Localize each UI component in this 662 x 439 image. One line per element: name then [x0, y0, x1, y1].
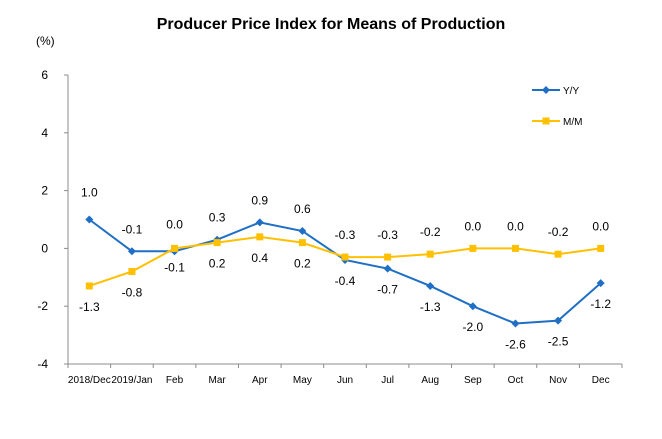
data-label-yy: -2.6	[505, 338, 526, 352]
data-label-yy: -1.3	[420, 300, 441, 314]
legend-marker-yy	[542, 86, 550, 94]
data-point-yy	[85, 215, 94, 224]
data-label-mm: -0.2	[420, 225, 441, 239]
data-point-mm	[384, 253, 392, 261]
axes: 6 4 2 0 -2 -4 2018/Dec 2019/Jan Feb Mar Apr May Jun J…	[37, 68, 623, 386]
data-label-yy: -1.2	[590, 297, 611, 311]
data-label-mm: -0.3	[335, 228, 356, 242]
data-point-yy	[426, 281, 435, 290]
data-label-mm: 0.0	[465, 219, 482, 233]
data-label-yy: 0.9	[251, 193, 268, 207]
data-point-mm	[85, 282, 93, 290]
data-label-yy: -0.1	[164, 260, 185, 274]
data-label-yy: -2.0	[463, 320, 484, 334]
data-label-yy: -0.7	[377, 283, 398, 297]
data-point-yy	[554, 316, 563, 325]
data-point-yy	[255, 218, 264, 227]
legend-label-yy: Y/Y	[563, 86, 579, 97]
data-label-yy: 1.0	[81, 186, 98, 200]
data-point-yy	[127, 247, 136, 256]
y-tick-label: -2	[37, 299, 48, 313]
data-label-mm: 0.2	[294, 257, 311, 271]
data-label-mm: 0.0	[507, 219, 524, 233]
y-tick-label: 2	[41, 184, 48, 198]
data-point-mm	[554, 250, 562, 258]
x-category-label: 2018/Dec	[68, 375, 111, 386]
data-point-mm	[256, 233, 264, 241]
x-category-label: Sep	[464, 375, 482, 386]
data-point-mm	[128, 268, 136, 276]
data-label-yy: 0.3	[209, 211, 226, 225]
data-point-yy	[596, 279, 605, 288]
data-label-yy: -0.1	[122, 222, 143, 236]
data-point-mm	[426, 250, 434, 258]
data-point-yy	[468, 302, 477, 311]
data-label-mm: 0.0	[592, 219, 609, 233]
data-point-yy	[298, 227, 307, 236]
x-category-label: Feb	[166, 375, 184, 386]
data-label-mm: -0.3	[377, 228, 398, 242]
data-label-mm: 0.2	[209, 257, 226, 271]
x-category-label: 2019/Jan	[111, 375, 152, 386]
data-labels: 1.0 -0.1 -0.1 0.3 0.9 0.6 -0.4 -0.7 -1.3 -2.0 -2.6…	[79, 186, 611, 352]
series-lines	[85, 215, 605, 328]
x-category-label: Dec	[592, 375, 610, 386]
legend: Y/Y M/M	[532, 86, 582, 128]
x-category-label: Mar	[209, 375, 227, 386]
data-point-mm	[171, 244, 179, 252]
x-category-label: Apr	[252, 375, 268, 386]
y-axis-unit-label: (%)	[36, 34, 55, 48]
data-point-yy	[511, 319, 520, 328]
x-category-label: Jun	[337, 375, 353, 386]
chart-title: Producer Price Index for Means of Produc…	[156, 16, 506, 33]
x-category-label: Jul	[381, 375, 394, 386]
y-tick-label: 6	[41, 68, 48, 82]
data-point-mm	[469, 244, 477, 252]
x-category-label: Aug	[421, 375, 439, 386]
x-category-label: May	[293, 375, 312, 386]
data-point-yy	[383, 264, 392, 273]
legend-label-mm: M/M	[563, 117, 582, 128]
legend-marker-mm	[542, 117, 550, 125]
data-label-mm: -0.2	[548, 225, 569, 239]
y-tick-label: 0	[41, 241, 48, 255]
data-point-mm	[213, 239, 221, 247]
data-label-yy: -0.4	[335, 274, 356, 288]
data-point-mm	[511, 244, 519, 252]
data-label-mm: -1.3	[79, 300, 100, 314]
x-category-label: Nov	[549, 375, 567, 386]
data-label-mm: 0.4	[251, 251, 268, 265]
y-tick-label: -4	[37, 357, 48, 371]
data-point-mm	[298, 239, 306, 247]
data-label-mm: 0.0	[166, 217, 183, 231]
data-point-mm	[341, 253, 349, 261]
x-category-label: Oct	[508, 375, 524, 386]
data-label-yy: -2.5	[548, 335, 569, 349]
data-label-yy: 0.6	[294, 202, 311, 216]
data-label-mm: -0.8	[122, 286, 143, 300]
y-tick-label: 4	[41, 126, 48, 140]
data-point-mm	[597, 244, 605, 252]
